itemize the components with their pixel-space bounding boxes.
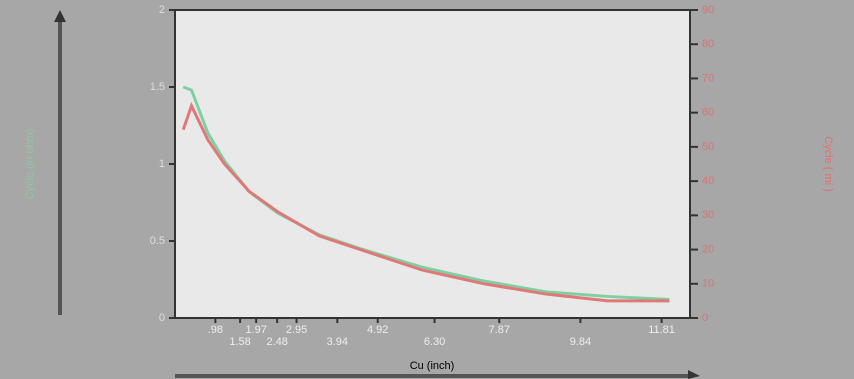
y2-tick-label: 10 — [702, 278, 714, 290]
y-tick-label: 1 — [159, 158, 165, 170]
x-tick-label: 3.94 — [327, 336, 348, 348]
x-tick-label: 1.97 — [245, 324, 266, 336]
y-tick-label: 2 — [159, 4, 165, 16]
x-tick-label: 2.48 — [266, 336, 287, 348]
x-axis-label: Cu (inch) — [410, 360, 455, 372]
x-tick-label: 6.30 — [424, 336, 445, 348]
y-tick-label: 0.5 — [150, 235, 165, 247]
y2-tick-label: 70 — [702, 72, 714, 84]
arrow-head — [54, 10, 66, 22]
y2-axis-label: Cycle ( mi ) — [822, 136, 834, 192]
y2-tick-label: 30 — [702, 209, 714, 221]
y2-tick-label: 60 — [702, 107, 714, 119]
y-axis-label: Cycle (in ohm) — [24, 129, 36, 200]
x-tick-label: 11.81 — [648, 324, 675, 336]
arrow-head — [688, 370, 700, 379]
y2-tick-label: 20 — [702, 243, 714, 255]
x-tick-label: .98 — [208, 324, 223, 336]
y-tick-label: 0 — [159, 312, 165, 324]
y2-tick-label: 40 — [702, 175, 714, 187]
plot-area — [174, 9, 691, 319]
x-tick-label: 2.95 — [286, 324, 307, 336]
series-line — [181, 101, 670, 303]
x-tick-label: 7.87 — [489, 324, 510, 336]
y2-tick-label: 0 — [702, 312, 708, 324]
x-tick-label: 1.58 — [229, 336, 250, 348]
x-tick-label: 9.84 — [570, 336, 591, 348]
x-tick-label: 4.92 — [367, 324, 388, 336]
y2-tick-label: 80 — [702, 38, 714, 50]
y-tick-label: 1.5 — [150, 81, 165, 93]
y2-tick-label: 50 — [702, 141, 714, 153]
y2-tick-label: 90 — [702, 4, 714, 16]
